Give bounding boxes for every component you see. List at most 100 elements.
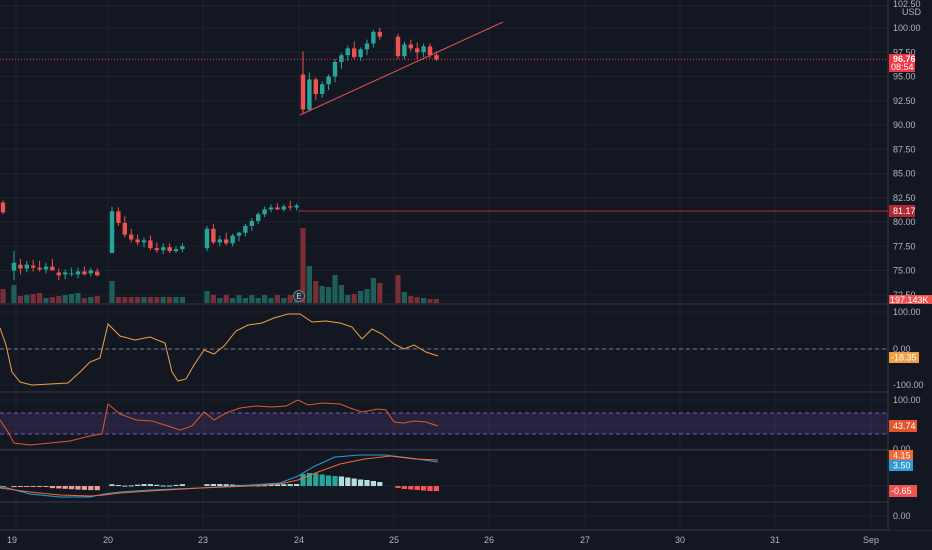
macd-pane[interactable] <box>0 454 439 498</box>
candle-body[interactable] <box>326 76 331 85</box>
candle-body[interactable] <box>69 273 74 275</box>
candle-body[interactable] <box>320 84 325 94</box>
candle-body[interactable] <box>82 271 87 275</box>
candle-body[interactable] <box>173 249 179 252</box>
candle-body[interactable] <box>339 55 344 62</box>
macd-histogram-bar <box>223 484 229 486</box>
candle-body[interactable] <box>88 270 93 274</box>
candle-body[interactable] <box>43 266 49 270</box>
candle-body[interactable] <box>434 55 439 60</box>
candle-body[interactable] <box>243 225 248 233</box>
candle-body[interactable] <box>37 267 42 270</box>
candle-body[interactable] <box>135 239 140 243</box>
candle-body[interactable] <box>75 271 81 275</box>
candle-body[interactable] <box>345 48 350 56</box>
candle-body[interactable] <box>224 239 229 244</box>
candle-body[interactable] <box>24 264 29 269</box>
volume-bar <box>122 297 128 303</box>
macd-histogram-bar <box>230 484 236 486</box>
cci-pane[interactable] <box>0 313 888 386</box>
candle-body[interactable] <box>109 211 115 254</box>
candle-body[interactable] <box>180 246 185 250</box>
cci-line[interactable] <box>0 313 439 386</box>
macd-histogram-bar <box>313 473 319 486</box>
macd-histogram-bar <box>81 486 87 490</box>
candle-body[interactable] <box>402 44 407 57</box>
volume-bar <box>433 299 439 303</box>
candle-body[interactable] <box>294 205 299 208</box>
candle-body[interactable] <box>358 49 363 58</box>
cci-value-tag <box>889 352 919 363</box>
pane-separators <box>0 0 932 531</box>
candle-body[interactable] <box>352 48 357 58</box>
cci-value: -18.35 <box>891 353 917 363</box>
macd-histogram-bar <box>364 480 370 486</box>
candle-body[interactable] <box>167 247 172 252</box>
candle-body[interactable] <box>141 240 147 243</box>
earnings-marker[interactable]: E <box>293 290 305 302</box>
histogram-value-tag <box>889 485 917 497</box>
candle-body[interactable] <box>63 272 68 275</box>
candle-body[interactable] <box>332 61 338 77</box>
candle-body[interactable] <box>18 264 23 269</box>
candle-body[interactable] <box>161 247 166 251</box>
macd-histogram-bar <box>109 484 115 486</box>
candle-body[interactable] <box>364 43 370 50</box>
signal-line[interactable] <box>0 455 439 497</box>
candle-body[interactable] <box>50 266 55 271</box>
macd-histogram-bar <box>141 484 147 486</box>
candle-body[interactable] <box>154 248 159 251</box>
candle-body[interactable] <box>307 79 312 110</box>
candle-body[interactable] <box>256 214 261 222</box>
volume-bar <box>408 296 414 303</box>
time-axis[interactable]: 19 20 23 24 25 26 27 30 31 Sep <box>7 535 879 545</box>
candle-body[interactable] <box>281 206 286 210</box>
last-price-tag[interactable] <box>889 54 915 72</box>
macd-histogram-bar <box>115 485 121 487</box>
histogram-value: -0.65 <box>891 486 912 496</box>
candle-body[interactable] <box>230 235 235 244</box>
candle-body[interactable] <box>148 240 153 249</box>
candle-body[interactable] <box>427 46 433 56</box>
candle-body[interactable] <box>122 222 127 235</box>
macd-line[interactable] <box>0 454 439 498</box>
rsi-line[interactable] <box>0 399 439 446</box>
candle-body[interactable] <box>0 202 6 213</box>
candle-body[interactable] <box>371 31 376 44</box>
candle-body[interactable] <box>211 228 216 243</box>
price-candles[interactable] <box>0 28 439 281</box>
candle-body[interactable] <box>31 265 36 268</box>
candle-body[interactable] <box>408 44 413 49</box>
cci-scale-tick: 0.00 <box>893 344 911 354</box>
candle-body[interactable] <box>421 46 426 53</box>
candle-body[interactable] <box>288 206 293 208</box>
trend-line-drawing[interactable] <box>299 21 504 116</box>
candle-body[interactable] <box>217 239 222 243</box>
candle-body[interactable] <box>236 232 242 236</box>
candle-body[interactable] <box>300 74 306 110</box>
volume-bar <box>173 297 179 303</box>
candle-body[interactable] <box>249 221 254 226</box>
candle-body[interactable] <box>377 31 382 37</box>
candle-body[interactable] <box>95 271 100 276</box>
candle-body[interactable] <box>395 36 401 57</box>
rsi-pane[interactable] <box>0 399 888 446</box>
candle-body[interactable] <box>268 207 274 210</box>
macd-histogram-bar <box>62 486 68 489</box>
candle-body[interactable] <box>129 234 134 240</box>
macd-histogram-bar <box>94 486 100 491</box>
candle-body[interactable] <box>204 228 210 249</box>
drawing-overlays[interactable]: E <box>0 21 888 302</box>
candle-body[interactable] <box>116 211 121 223</box>
candle-body[interactable] <box>415 48 420 53</box>
candle-body[interactable] <box>275 207 280 210</box>
macd-histogram-bar <box>427 486 433 491</box>
candle-body[interactable] <box>11 262 17 271</box>
volume-bar <box>338 285 344 303</box>
hline-price-tag[interactable] <box>889 205 915 217</box>
candle-body[interactable] <box>262 209 267 215</box>
candle-body[interactable] <box>56 272 61 276</box>
candle-body[interactable] <box>313 79 318 94</box>
